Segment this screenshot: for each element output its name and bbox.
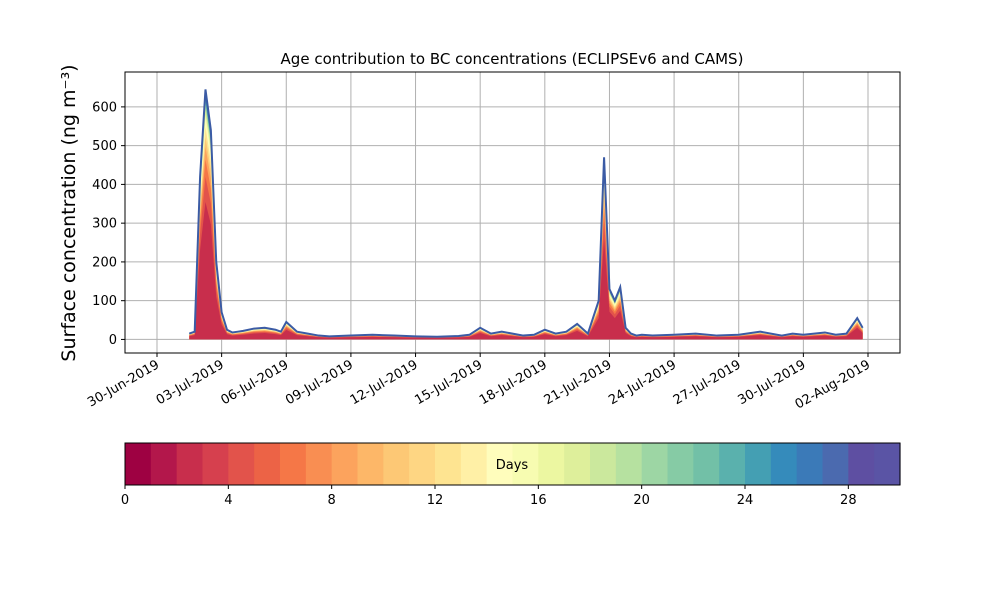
colorbar-frame xyxy=(124,442,901,486)
age-layer-24-days xyxy=(189,99,863,340)
colorbar-swatch xyxy=(770,443,798,485)
x-tick-label: 30-Jun-2019 xyxy=(85,357,162,410)
colorbar-swatch xyxy=(564,443,591,485)
y-tick-label: 600 xyxy=(92,100,117,115)
colorbar-swatch xyxy=(460,443,488,485)
colorbar-swatch xyxy=(305,443,333,485)
colorbar-swatch xyxy=(125,443,152,485)
colorbar-swatch xyxy=(796,443,824,485)
colorbar-tick-label: 8 xyxy=(328,493,336,508)
colorbar-swatch xyxy=(486,443,514,485)
x-tick-label: 15-Jul-2019 xyxy=(412,357,485,408)
y-tick-label: 400 xyxy=(92,178,117,193)
y-tick-label: 300 xyxy=(92,217,117,232)
age-layers xyxy=(188,89,864,340)
y-tick-label: 100 xyxy=(92,294,117,309)
plot-frame xyxy=(124,71,901,354)
colorbar-swatch xyxy=(150,443,178,485)
x-tick-label: 21-Jul-2019 xyxy=(542,357,615,408)
colorbar-swatch xyxy=(512,443,539,485)
colorbar-swatch xyxy=(822,443,849,485)
colorbar-swatch xyxy=(848,443,875,485)
y-axis-label: Surface concentration (ng m⁻³) xyxy=(58,64,80,361)
age-layer-30-days xyxy=(189,89,863,340)
age-layer-10-days xyxy=(189,136,863,340)
colorbar-tick-label: 28 xyxy=(840,493,857,508)
chart-title: Age contribution to BC concentrations (E… xyxy=(281,50,744,68)
age-layer-4-days xyxy=(189,176,863,340)
colorbar-swatch xyxy=(202,443,229,485)
colorbar-swatch xyxy=(357,443,384,485)
y-axis: 0 100 200 300 400 500 600 xyxy=(92,100,125,348)
x-axis: 30-Jun-201903-Jul-201906-Jul-201909-Jul-… xyxy=(85,353,873,413)
colorbar-label: Days xyxy=(496,458,529,473)
age-layer-16-days xyxy=(189,114,863,340)
gridlines xyxy=(125,72,900,353)
age-layer-14-days xyxy=(189,119,863,340)
colorbar-swatch xyxy=(383,443,410,485)
age-layer-28-days xyxy=(189,91,863,340)
colorbar-swatch xyxy=(641,443,669,485)
colorbar-swatch xyxy=(228,443,255,485)
colorbar: 0 4 8 12 16 20 24 28 xyxy=(121,442,901,508)
colorbar-tick-label: 24 xyxy=(737,493,754,508)
colorbar-swatch xyxy=(615,443,643,485)
colorbar-swatch xyxy=(409,443,436,485)
colorbar-tick-label: 0 xyxy=(121,493,129,508)
colorbar-swatch xyxy=(667,443,694,485)
y-tick-label: 500 xyxy=(92,139,117,154)
x-tick-label: 06-Jul-2019 xyxy=(218,357,291,408)
x-tick-label: 24-Jul-2019 xyxy=(606,357,679,408)
colorbar-swatch xyxy=(874,443,901,485)
x-tick-label: 03-Jul-2019 xyxy=(154,357,227,408)
colorbar-swatch xyxy=(538,443,565,485)
colorbar-swatch xyxy=(435,443,462,485)
age-layer-12-days xyxy=(189,126,863,340)
colorbar-swatch xyxy=(719,443,746,485)
age-layer-22-days xyxy=(189,101,863,340)
x-tick-label: 12-Jul-2019 xyxy=(348,357,421,408)
colorbar-swatch xyxy=(331,443,359,485)
colorbar-swatch xyxy=(693,443,720,485)
age-layer-8-days xyxy=(189,146,863,340)
colorbar-swatch xyxy=(254,443,281,485)
x-tick-label: 09-Jul-2019 xyxy=(283,357,356,408)
colorbar-tick-label: 16 xyxy=(530,493,547,508)
colorbar-tick-label: 12 xyxy=(427,493,444,508)
age-layer-26-days xyxy=(189,95,863,340)
x-tick-label: 18-Jul-2019 xyxy=(477,357,550,408)
colorbar-swatch xyxy=(280,443,307,485)
x-tick-label: 27-Jul-2019 xyxy=(671,357,744,408)
colorbar-swatch xyxy=(590,443,617,485)
colorbar-swatch xyxy=(745,443,772,485)
age-layer-20-days xyxy=(189,104,863,340)
age-layer-6-days xyxy=(189,159,863,340)
series-line-total xyxy=(188,89,864,338)
colorbar-swatch xyxy=(176,443,204,485)
age-layer-2-days xyxy=(189,201,863,340)
colorbar-tick-label: 20 xyxy=(633,493,650,508)
age-layer-18-days xyxy=(189,109,863,340)
y-tick-label: 200 xyxy=(92,255,117,270)
colorbar-tick-label: 4 xyxy=(224,493,232,508)
y-tick-label: 0 xyxy=(109,333,117,348)
